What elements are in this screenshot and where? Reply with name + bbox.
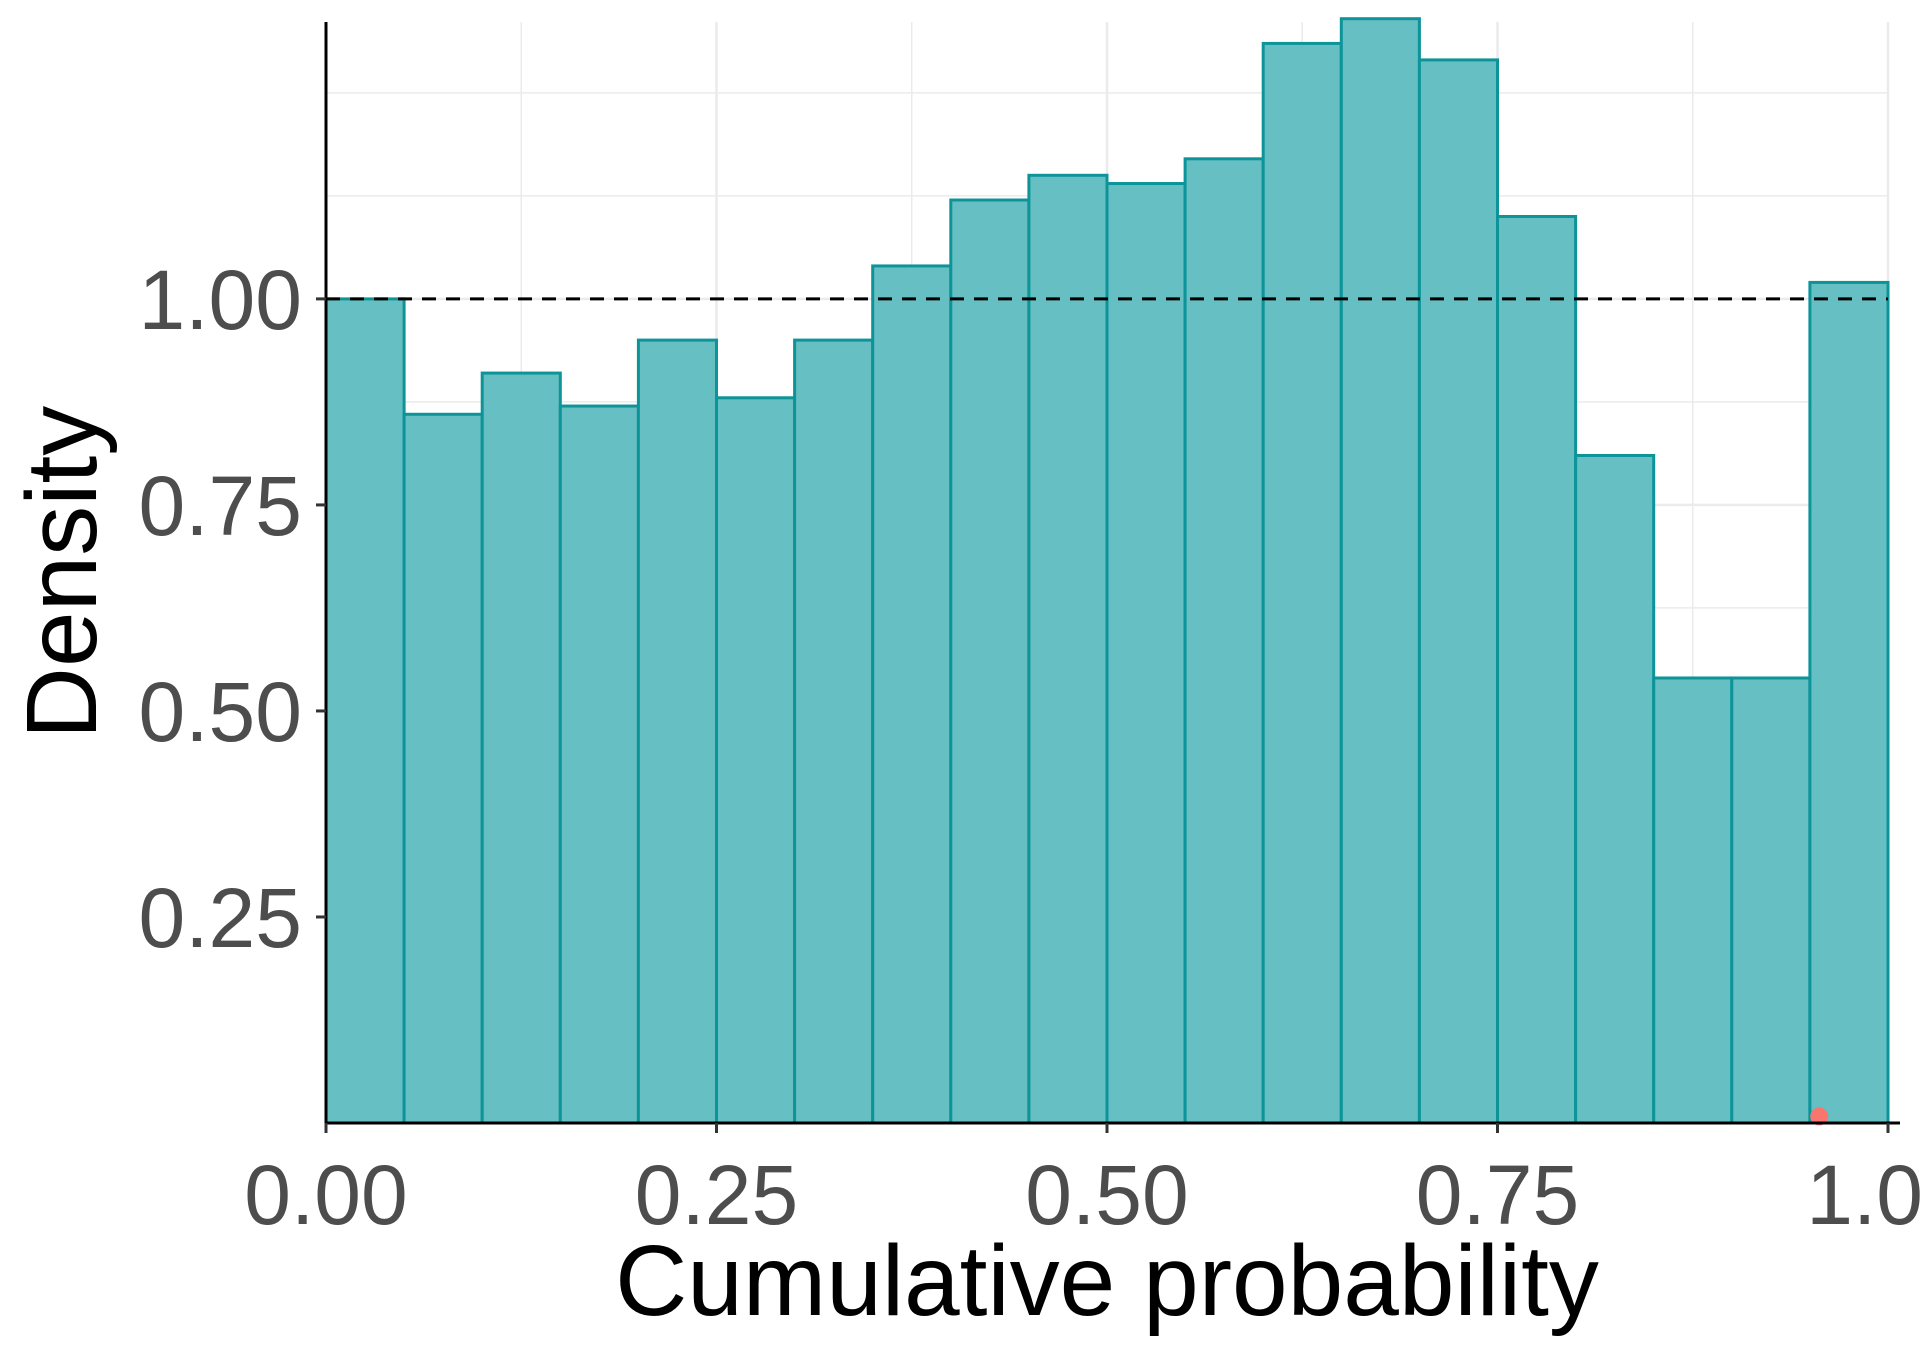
x-tick-label: 0.00 — [244, 1148, 408, 1242]
x-tick-label: 0.50 — [1025, 1148, 1189, 1242]
histogram-bar — [1574, 453, 1656, 1125]
axis-ticks — [316, 297, 1890, 1133]
histogram-bar — [558, 404, 640, 1125]
histogram-bar — [1339, 17, 1421, 1125]
histogram-bar — [1808, 280, 1890, 1125]
histogram-bar — [1417, 58, 1500, 1125]
observed-marker — [1810, 1107, 1829, 1126]
x-tick-label: 1.00 — [1806, 1148, 1922, 1242]
tick-labels: 0.00 0.25 0.50 0.75 1.00 0.25 0.50 0.75 1.00 — [139, 253, 1922, 1242]
histogram-bar — [636, 338, 719, 1125]
histogram-bar — [1183, 157, 1265, 1125]
axes — [324, 22, 1900, 1125]
histogram-bar — [793, 338, 875, 1125]
x-tick-label: 0.25 — [635, 1148, 799, 1242]
histogram-bar — [480, 371, 562, 1125]
histogram-bar — [949, 198, 1031, 1125]
histogram-bars — [324, 17, 1890, 1125]
x-tick-label: 0.75 — [1416, 1148, 1580, 1242]
y-tick-label: 0.50 — [139, 665, 303, 759]
histogram-bar — [715, 396, 797, 1125]
histogram-bar — [324, 297, 406, 1125]
histogram-bar — [1730, 676, 1812, 1125]
y-tick-label: 0.75 — [139, 459, 303, 553]
y-tick-label: 0.25 — [139, 871, 303, 965]
histogram-bar — [1496, 214, 1578, 1125]
y-axis-title: Density — [6, 406, 118, 739]
histogram-bar — [1027, 173, 1109, 1125]
histogram-bar — [1652, 676, 1734, 1125]
y-tick-label: 1.00 — [139, 253, 303, 347]
histogram-bar — [1105, 182, 1187, 1125]
histogram-bar — [871, 264, 953, 1125]
histogram-bar — [402, 412, 484, 1125]
histogram-bar — [1261, 41, 1343, 1125]
x-axis-title: Cumulative probability — [615, 1225, 1599, 1337]
